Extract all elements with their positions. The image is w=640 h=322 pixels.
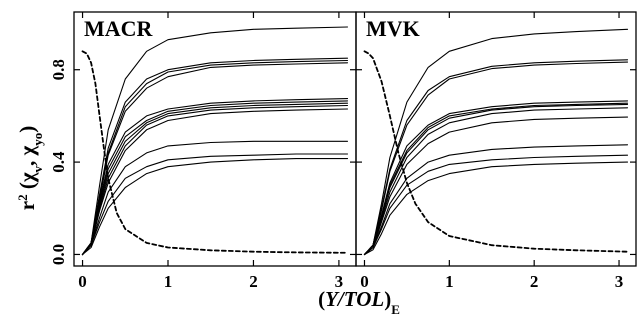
y-axis-title-chi-v: (χ xyxy=(15,172,39,194)
panel-label-macr: MACR xyxy=(84,16,154,41)
series-line-macr-10 xyxy=(81,140,349,256)
x-tick-label-macr-3: 3 xyxy=(335,272,344,291)
series-line-macr-9 xyxy=(81,108,349,256)
series-line-mvk-10 xyxy=(363,154,629,256)
series-line-mvk-8 xyxy=(363,116,629,256)
series-line-macr-7 xyxy=(81,102,349,256)
y-tick-label-macr-0: 0.0 xyxy=(49,244,68,265)
y-axis-title-r: r xyxy=(15,201,39,210)
x-axis-title: (Y/TOL)E xyxy=(318,287,400,317)
y-axis-title-chi-yo: , χ xyxy=(15,145,39,166)
plot-frame-mvk xyxy=(355,11,637,267)
series-group-mvk xyxy=(363,28,629,256)
x-axis-title-close: ) xyxy=(384,287,391,311)
series-line-mvk-4 xyxy=(363,100,629,256)
chart-panel-mvk: 0 1 2 3 MVK xyxy=(355,11,637,291)
series-line-mvk-5 xyxy=(363,102,629,256)
y-axis-title-sub-v: v xyxy=(30,165,45,172)
chart-panels: 0 1 2 3 0.0 0.4 0.8 MACR 0 1 2 3 MVK xyxy=(49,11,637,291)
x-axis-title-open: ( xyxy=(318,287,325,311)
series-line-macr-12 xyxy=(81,158,349,256)
series-line-macr-5 xyxy=(81,98,349,256)
plot-frame-macr xyxy=(73,11,357,267)
y-tick-label-macr-1: 0.4 xyxy=(49,151,68,173)
x-tick-label-macr-1: 1 xyxy=(164,272,173,291)
x-axis-title-sub: E xyxy=(391,302,400,317)
x-axis-title-italic: Y/TOL xyxy=(325,287,384,311)
series-line-mvk-3 xyxy=(363,61,629,256)
y-axis-title-close: ) xyxy=(15,126,39,133)
y-axis-title-sub-yo: yo xyxy=(30,133,45,146)
series-line-mvk-11 xyxy=(363,161,629,256)
chart-panel-macr: 0 1 2 3 0.0 0.4 0.8 MACR xyxy=(49,11,357,291)
series-group-macr xyxy=(81,26,349,256)
series-line-macr-8 xyxy=(81,104,349,256)
series-line-mvk-6 xyxy=(363,103,629,256)
x-tick-label-mvk-3: 3 xyxy=(615,272,624,291)
dashed-series-line-mvk-12 xyxy=(363,50,629,253)
series-line-macr-11 xyxy=(81,153,349,256)
x-tick-label-macr-0: 0 xyxy=(78,272,87,291)
dashed-series-line-macr-13 xyxy=(81,50,349,254)
x-tick-label-macr-2: 2 xyxy=(249,272,258,291)
y-tick-label-macr-2: 0.8 xyxy=(49,59,68,80)
panel-label-mvk: MVK xyxy=(366,16,420,41)
x-tick-label-mvk-1: 1 xyxy=(445,272,454,291)
y-axis-title-superscript: 2 xyxy=(15,194,30,201)
series-line-macr-1 xyxy=(81,26,349,256)
series-line-mvk-9 xyxy=(363,144,629,256)
series-line-macr-6 xyxy=(81,100,349,256)
series-line-mvk-1 xyxy=(363,28,629,256)
x-tick-label-mvk-2: 2 xyxy=(530,272,539,291)
y-axis-title: r2 (χv, χyo) xyxy=(15,126,45,210)
x-tick-label-mvk-0: 0 xyxy=(360,272,369,291)
